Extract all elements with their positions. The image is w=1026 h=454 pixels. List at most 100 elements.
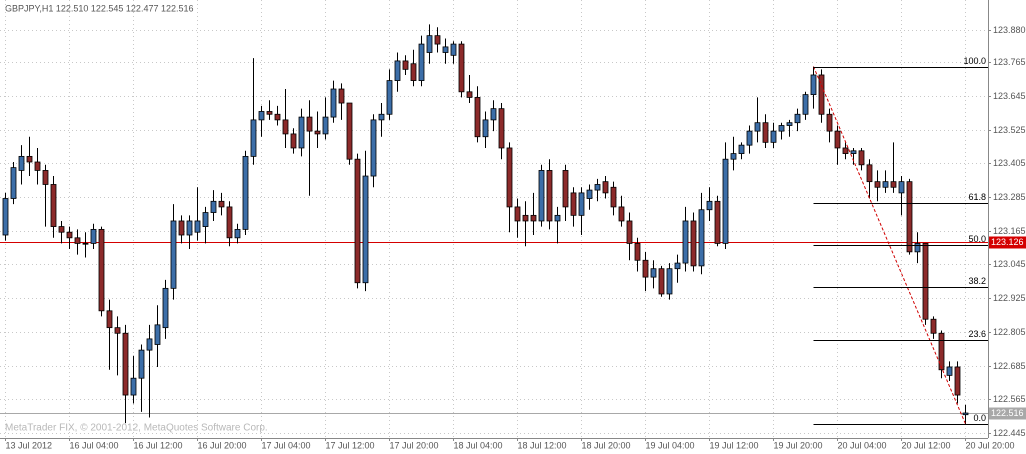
candle-body	[266, 111, 273, 115]
chart-title: GBPJPY,H1 122.510 122.545 122.477 122.51…	[5, 3, 194, 13]
x-tick-label: 13 Jul 2012	[6, 440, 53, 450]
candle-body	[634, 243, 641, 261]
candle-body	[138, 349, 145, 379]
candle-body	[666, 268, 673, 295]
candle-body	[434, 35, 441, 45]
candle-body	[146, 338, 153, 351]
candle-body	[378, 113, 385, 121]
candle-body	[458, 43, 465, 93]
candle-body	[906, 181, 913, 253]
x-tick-label: 17 Jul 12:00	[326, 440, 375, 450]
candle-body	[282, 119, 289, 135]
candle-body	[82, 243, 89, 245]
candle-body	[514, 206, 521, 222]
candle-body	[866, 164, 873, 183]
candle-body	[570, 192, 577, 216]
y-tick-label: 123.285	[993, 192, 1026, 202]
candle-body	[362, 175, 369, 284]
candle-body	[250, 119, 257, 157]
candle-body	[762, 122, 769, 143]
candle-body	[682, 220, 689, 264]
y-tick-label: 122.445	[993, 428, 1026, 438]
candle-body	[626, 220, 633, 244]
candle-body	[890, 181, 897, 188]
candle-body	[842, 147, 849, 154]
candle-body	[98, 228, 105, 312]
candle-body	[210, 200, 217, 213]
y-tick-label: 123.880	[993, 25, 1026, 35]
candle-body	[594, 184, 601, 191]
candle-body	[306, 116, 313, 132]
candle-body	[914, 243, 921, 253]
y-tick-label: 122.685	[993, 361, 1026, 371]
candle-body	[106, 310, 113, 329]
candle-body	[114, 327, 121, 334]
candle-body	[322, 116, 329, 135]
candle-body	[498, 108, 505, 149]
x-tick-label: 20 Jul 04:00	[838, 440, 887, 450]
candle-body	[730, 153, 737, 160]
candle-body	[74, 237, 81, 244]
candle-body	[642, 259, 649, 278]
candle-body	[162, 287, 169, 329]
candle-body	[698, 209, 705, 267]
x-tick-label: 16 Jul 04:00	[70, 440, 119, 450]
candle-body	[650, 268, 657, 278]
candle-body	[226, 206, 233, 239]
candle-body	[706, 200, 713, 211]
x-tick-label: 19 Jul 04:00	[646, 440, 695, 450]
candle-body	[242, 155, 249, 230]
y-tick-label: 123.405	[993, 158, 1026, 168]
candle-body	[490, 108, 497, 121]
candle-body	[538, 170, 545, 222]
x-tick-label: 16 Jul 12:00	[134, 440, 183, 450]
y-tick-label: 123.045	[993, 259, 1026, 269]
x-tick-label: 19 Jul 20:00	[774, 440, 823, 450]
candle-body	[602, 181, 609, 194]
candle-body	[770, 130, 777, 143]
candle-body	[90, 228, 97, 244]
candle-body	[562, 170, 569, 208]
candle-body	[802, 94, 809, 115]
fib-label: 38.2	[968, 276, 986, 286]
fib-label: 61.8	[968, 192, 986, 202]
x-tick-label: 16 Jul 20:00	[198, 440, 247, 450]
candle-body	[834, 130, 841, 149]
candle-body	[18, 155, 25, 171]
candle-body	[154, 324, 161, 345]
candle-body	[714, 200, 721, 244]
candle-body	[194, 220, 201, 233]
x-tick-label: 18 Jul 04:00	[454, 440, 503, 450]
price-label-bg	[989, 236, 1026, 249]
candle-body	[794, 113, 801, 124]
candle-body	[874, 181, 881, 188]
candle-body	[338, 88, 345, 104]
candle-body	[442, 46, 449, 53]
fib-label: 0.0	[973, 413, 986, 423]
candle-body	[586, 189, 593, 199]
candle-body	[818, 74, 825, 115]
candle-body	[474, 97, 481, 138]
candle-body	[618, 206, 625, 222]
candle-body	[298, 116, 305, 149]
candle-body	[786, 122, 793, 126]
x-tick-label: 18 Jul 12:00	[518, 440, 567, 450]
candle-body	[546, 170, 553, 222]
price-label-bg	[989, 407, 1026, 420]
candle-body	[658, 268, 665, 295]
x-tick-label: 20 Jul 12:00	[902, 440, 951, 450]
x-tick-label: 20 Jul 20:00	[966, 440, 1015, 450]
candle-body	[170, 220, 177, 289]
candle-body	[426, 35, 433, 53]
price-label: 122.516	[991, 408, 1024, 418]
candle-body	[754, 122, 761, 132]
fib-label: 100.0	[963, 56, 986, 66]
candle-body	[34, 161, 41, 171]
candle-body	[482, 119, 489, 138]
candle-body	[922, 243, 929, 320]
candle-body	[202, 212, 209, 227]
candle-body	[26, 155, 33, 163]
y-tick-label: 123.165	[993, 226, 1026, 236]
x-tick-label: 17 Jul 04:00	[262, 440, 311, 450]
